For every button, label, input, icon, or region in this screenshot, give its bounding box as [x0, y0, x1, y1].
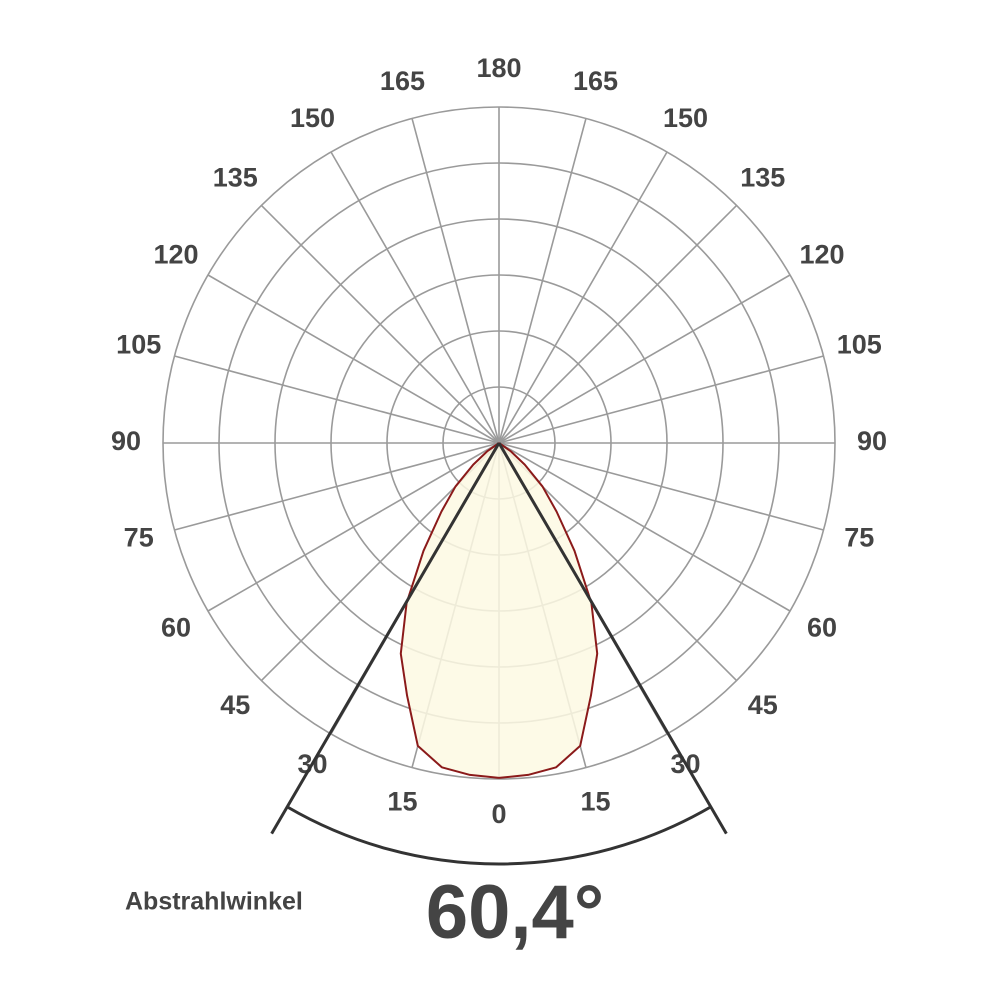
beam-line: [270, 442, 501, 835]
grid-spoke: [498, 118, 587, 444]
angle-tick-label: 165: [573, 66, 618, 96]
angle-tick-label: 105: [837, 330, 882, 360]
angle-tick-label: 60: [807, 613, 837, 643]
beam-arc: [286, 805, 712, 866]
grid-spoke: [207, 442, 500, 612]
angle-tick-label: 135: [740, 162, 785, 192]
grid-spoke: [174, 355, 500, 444]
grid-spoke: [498, 442, 824, 531]
angle-tick-label: 60: [161, 613, 191, 643]
angle-tick-label: 150: [290, 103, 335, 133]
angle-tick-label: 75: [844, 523, 874, 553]
grid-spoke: [174, 442, 500, 531]
grid-spoke: [411, 118, 500, 444]
beam-angle: 60,4°: [426, 870, 604, 955]
angle-tick-label: 135: [213, 162, 258, 192]
grid-spoke: [260, 204, 500, 444]
angle-tick-label: 120: [153, 240, 198, 270]
angle-tick-label: 45: [220, 690, 250, 720]
angle-tick-label: 0: [491, 799, 506, 829]
angle-tick-label: 150: [663, 103, 708, 133]
beam-line: [497, 442, 728, 835]
angle-tick-label: 45: [748, 690, 778, 720]
angle-tick-label: 75: [124, 523, 154, 553]
grid-spoke: [330, 151, 500, 444]
angle-tick-label: 15: [581, 786, 611, 816]
grid-spoke: [498, 274, 791, 444]
grid-spoke: [498, 442, 791, 612]
angle-tick-label: 105: [116, 330, 161, 360]
angle-tick-label: 120: [799, 240, 844, 270]
beam-label: Abstrahlwinkel: [125, 888, 303, 916]
grid-spoke: [498, 355, 824, 444]
beam-fill: [400, 443, 598, 778]
angle-tick-label: 90: [857, 426, 887, 456]
grid-spoke: [498, 151, 668, 444]
angle-tick-label: 165: [380, 66, 425, 96]
grid-spoke: [498, 204, 738, 444]
angle-tick-label: 15: [387, 786, 417, 816]
grid-spoke: [207, 274, 500, 444]
angle-tick-label: 90: [111, 426, 141, 456]
angle-tick-label: 180: [476, 53, 521, 83]
